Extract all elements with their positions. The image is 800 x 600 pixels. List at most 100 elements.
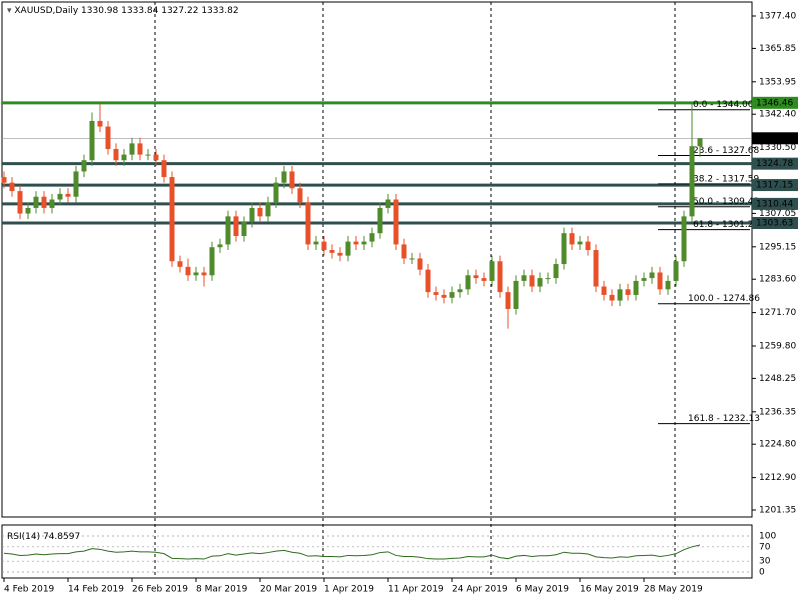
candle-body bbox=[161, 160, 167, 178]
candle-body bbox=[273, 182, 279, 203]
x-tick-label: 8 Mar 2019 bbox=[196, 585, 248, 595]
candle-body bbox=[609, 294, 615, 301]
level-price-label: 1346.46 bbox=[756, 98, 793, 108]
level-price-box bbox=[752, 157, 798, 170]
y-tick-label: 1353.95 bbox=[759, 77, 796, 87]
candle-body bbox=[369, 233, 375, 242]
candle-body bbox=[249, 207, 255, 222]
candle-body bbox=[545, 278, 551, 280]
candle-body bbox=[649, 272, 655, 279]
y-tick-label: 1271.70 bbox=[759, 308, 796, 318]
candle-body bbox=[521, 275, 527, 281]
candle-body bbox=[689, 146, 695, 217]
candle-body bbox=[697, 138, 703, 147]
main-panel bbox=[1, 1, 753, 518]
candle-body bbox=[305, 202, 311, 245]
candle-body bbox=[497, 261, 503, 293]
candle-body bbox=[481, 278, 487, 281]
candle-body bbox=[209, 247, 215, 276]
candle-body bbox=[473, 275, 479, 279]
level-price-box bbox=[752, 179, 798, 192]
y-tick-label: 1365.85 bbox=[759, 44, 796, 54]
close: 1333.82 bbox=[201, 6, 238, 16]
candle-body bbox=[129, 143, 135, 155]
symbol-icon: ▾ bbox=[7, 6, 14, 16]
candle-body bbox=[553, 264, 559, 279]
candle-body bbox=[281, 171, 287, 183]
candle-body bbox=[113, 149, 119, 161]
candle-body bbox=[537, 278, 543, 287]
fibo-label: 0.0 - 1344.00 bbox=[693, 100, 754, 110]
candle-body bbox=[569, 233, 575, 245]
y-tick-label: 1201.35 bbox=[759, 506, 796, 516]
candle-body bbox=[625, 289, 631, 295]
candle-body bbox=[489, 261, 495, 281]
candle-body bbox=[441, 294, 447, 298]
y-tick-label: 1295.15 bbox=[759, 242, 796, 252]
y-tick-label: 1224.80 bbox=[759, 440, 796, 450]
candle-body bbox=[73, 171, 79, 197]
candle-body bbox=[9, 182, 15, 192]
level-price-label: 1317.15 bbox=[756, 181, 793, 191]
level-price-box bbox=[752, 217, 798, 230]
x-tick-label: 6 May 2019 bbox=[516, 585, 569, 595]
candle-body bbox=[57, 193, 63, 200]
candle-body bbox=[345, 241, 351, 256]
x-tick-label: 28 May 2019 bbox=[644, 585, 703, 595]
y-tick-label: 1248.25 bbox=[759, 374, 796, 384]
fibo-label: 38.2 - 1317.59 bbox=[693, 174, 759, 184]
candle-body bbox=[81, 160, 87, 172]
candle-body bbox=[25, 207, 31, 214]
x-tick-label: 1 Apr 2019 bbox=[324, 585, 374, 595]
x-tick-label: 11 Apr 2019 bbox=[388, 585, 444, 595]
current-price-box bbox=[752, 132, 798, 145]
candle-body bbox=[337, 252, 343, 256]
chart-header: ▾ XAUUSD,Daily 1330.98 1333.84 1327.22 1… bbox=[7, 6, 239, 16]
rsi-header: RSI(14) 74.8597 bbox=[7, 532, 80, 542]
candle-body bbox=[433, 292, 439, 295]
y-tick-label: 1377.40 bbox=[759, 12, 796, 22]
candle-body bbox=[617, 289, 623, 301]
rsi-panel bbox=[1, 524, 753, 579]
fibo-label: 50.0 - 1309.43 bbox=[693, 197, 759, 207]
candle-body bbox=[105, 126, 111, 150]
y-tick-label: 1236.35 bbox=[759, 407, 796, 417]
y-tick-label: 1212.90 bbox=[759, 473, 796, 483]
fibo-label: 100.0 - 1274.86 bbox=[688, 294, 760, 304]
candle-body bbox=[1, 177, 7, 183]
candle-body bbox=[257, 207, 263, 217]
candle-body bbox=[97, 120, 103, 127]
level-price-label: 1303.63 bbox=[756, 219, 793, 229]
candle-body bbox=[409, 258, 415, 260]
y-tick-label: 1283.60 bbox=[759, 275, 796, 285]
candle-body bbox=[241, 221, 247, 236]
candle-body bbox=[633, 280, 639, 295]
candle-body bbox=[393, 199, 399, 245]
candle-body bbox=[641, 278, 647, 281]
x-tick-label: 14 Feb 2019 bbox=[68, 585, 124, 595]
candle-body bbox=[321, 241, 327, 251]
candle-body bbox=[361, 241, 367, 245]
candle-body bbox=[681, 216, 687, 262]
open: 1330.98 bbox=[81, 6, 118, 16]
candle-body bbox=[137, 143, 143, 155]
candle-body bbox=[665, 280, 671, 290]
rsi-name: RSI(14) bbox=[7, 532, 40, 542]
level-price-box bbox=[752, 197, 798, 210]
rsi-value: 74.8597 bbox=[43, 532, 80, 542]
fibo-label: 23.6 - 1327.68 bbox=[693, 146, 759, 156]
symbol: XAUUSD,Daily bbox=[14, 6, 78, 16]
candle-body bbox=[401, 244, 407, 259]
y-tick-label: 1330.50 bbox=[759, 143, 796, 153]
candle-body bbox=[185, 266, 191, 276]
candle-body bbox=[297, 188, 303, 203]
candle-body bbox=[169, 177, 175, 262]
x-tick-label: 4 Feb 2019 bbox=[4, 585, 55, 595]
current-price-label: 1333.82 bbox=[756, 134, 793, 144]
candle-body bbox=[33, 196, 39, 208]
candle-body bbox=[561, 233, 567, 265]
rsi-tick-label: 70 bbox=[759, 542, 771, 552]
candle-body bbox=[601, 286, 607, 295]
candle-body bbox=[449, 292, 455, 298]
x-tick-label: 24 Apr 2019 bbox=[452, 585, 508, 595]
